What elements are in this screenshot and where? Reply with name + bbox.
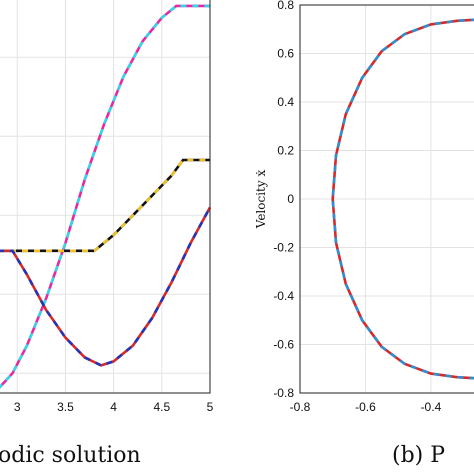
- panel-a-series-1-dash: [0, 158, 210, 253]
- panel-a-x-tick-label: 4.5: [153, 400, 170, 414]
- panel-b-y-tick-label: -0.6: [273, 338, 294, 352]
- panel-b-y-tick-label: 0.6: [277, 47, 294, 61]
- panel-b-lines: [331, 18, 474, 380]
- panel-a-series-0-dash: [0, 4, 210, 389]
- panel-b-frame: [299, 4, 474, 394]
- panel-a-x-tick-label: 4: [110, 400, 117, 414]
- panel-b-grid: [299, 4, 474, 394]
- panel-b-y-tick-label: -0.4: [273, 289, 294, 303]
- panel-b-x-tick-label: -0.8: [290, 400, 311, 414]
- panel-a-x-tick-label: 5: [207, 400, 214, 414]
- panel-a-caption: odic solution: [0, 443, 141, 468]
- panel-b-y-tick-label: -0.8: [273, 386, 294, 400]
- panel-b-x-tick-label: -0.4: [421, 400, 442, 414]
- panel-a-series-0-line: [0, 4, 210, 389]
- panel-a-series-2-dash: [0, 206, 212, 367]
- panel-b-y-tick-label: 0: [287, 192, 294, 206]
- panel-b-y-axis-label: Velocity ẋ: [254, 170, 268, 230]
- panel-a-lines: [0, 4, 212, 389]
- panel-b-y-tick-label: 0.8: [277, 0, 294, 12]
- panel-b-y-ticks: 0.8 0.6 0.4 0.2 0 -0.2 -0.4 -0.6 -0.8: [273, 0, 294, 400]
- panel-b-x-ticks: -0.8 -0.6 -0.4: [290, 400, 442, 414]
- panel-a-series-1-line: [0, 158, 210, 253]
- panel-a-frame: [0, 0, 211, 394]
- panel-b-y-tick-label: -0.2: [273, 241, 294, 255]
- panel-a-x-tick-label: 3.5: [57, 400, 74, 414]
- panel-a-x-ticks: 3 3.5 4 4.5 5: [14, 400, 214, 414]
- panel-b-y-tick-label: 0.4: [277, 95, 294, 109]
- panel-b-y-tick-label: 0.2: [277, 144, 294, 158]
- panel-b-orbit-dash: [331, 18, 474, 380]
- panel-b-caption: (b) P: [392, 443, 445, 468]
- panel-b-phase-portrait: -0.8 -0.6 -0.4 0.80.60.40.20-0.2-0.4-0.6-0…: [254, 0, 474, 468]
- panel-a-x-tick-label: 3: [14, 400, 21, 414]
- panel-a-time-series: 3 3.5 4 4.5 5 odic solution: [0, 0, 214, 468]
- panel-b-x-tick-label: -0.6: [355, 400, 376, 414]
- panel-a-series-2-line: [0, 206, 212, 367]
